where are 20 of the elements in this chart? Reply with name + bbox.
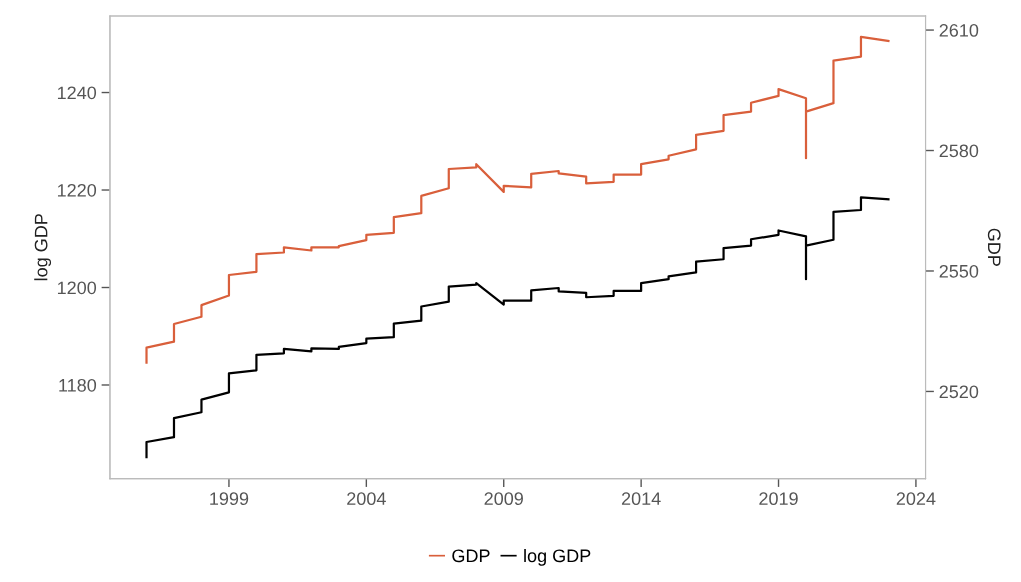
y-tick-label: 1220 bbox=[57, 183, 97, 197]
y-axis-title: log GDP bbox=[34, 214, 52, 281]
y2-axis-title: GDP bbox=[987, 228, 1001, 266]
y-tick-label: 1200 bbox=[57, 281, 97, 295]
line-series bbox=[145, 35, 890, 364]
legend-label: log GDP bbox=[524, 548, 591, 566]
x-tick-label: 1999 bbox=[210, 492, 249, 506]
x-tick-label: 2019 bbox=[759, 492, 798, 506]
y-tick-label: 1240 bbox=[57, 86, 97, 100]
y2-tick-label: 2550 bbox=[939, 264, 979, 278]
y-tick-label: 1180 bbox=[59, 378, 97, 392]
x-tick-label: 2004 bbox=[347, 492, 386, 506]
legend-label: GDP bbox=[452, 549, 490, 563]
x-tick-label: 2014 bbox=[621, 492, 661, 506]
x-tick-label: 2009 bbox=[484, 492, 523, 506]
line-series bbox=[145, 196, 890, 459]
x-tick-label: 2024 bbox=[896, 492, 936, 506]
y2-tick-label: 2580 bbox=[939, 144, 979, 158]
y2-tick-label: 2520 bbox=[939, 385, 979, 399]
y2-tick-label: 2610 bbox=[939, 23, 979, 37]
